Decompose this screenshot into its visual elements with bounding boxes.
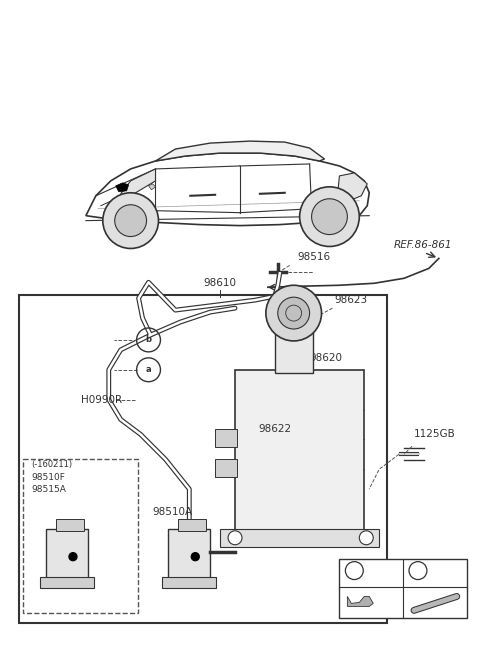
Text: 98516: 98516 (298, 252, 331, 262)
Circle shape (103, 193, 158, 248)
Bar (179, 519, 206, 531)
Text: H0990R: H0990R (81, 395, 122, 405)
Text: 83299: 83299 (431, 565, 462, 575)
Circle shape (312, 199, 348, 235)
Polygon shape (120, 169, 156, 201)
Polygon shape (337, 173, 367, 201)
Polygon shape (148, 184, 156, 190)
Bar (220, 529, 379, 547)
Text: b: b (415, 566, 420, 575)
Polygon shape (116, 183, 129, 192)
Circle shape (266, 285, 322, 341)
Text: 98623: 98623 (335, 295, 368, 305)
Circle shape (115, 205, 146, 237)
Text: 98620: 98620 (310, 353, 343, 363)
Bar (46, 529, 88, 583)
Bar (339, 559, 467, 618)
Text: 98510A: 98510A (152, 507, 192, 517)
Text: a: a (352, 566, 357, 575)
Text: 1125GB: 1125GB (414, 430, 456, 440)
Bar (19, 295, 387, 623)
Bar (275, 318, 312, 373)
Text: a: a (146, 365, 151, 374)
Bar (235, 370, 364, 539)
Bar (40, 577, 94, 588)
Polygon shape (156, 141, 324, 161)
Text: (-160211): (-160211) (31, 460, 72, 469)
Bar (23, 459, 138, 614)
Circle shape (360, 531, 373, 545)
Circle shape (69, 553, 77, 561)
Bar (215, 430, 237, 447)
Text: REF.86-861: REF.86-861 (394, 241, 453, 250)
Bar (215, 459, 237, 477)
Bar (56, 519, 84, 531)
Circle shape (300, 187, 360, 246)
Text: b: b (145, 335, 152, 345)
Polygon shape (348, 596, 373, 606)
Bar (162, 577, 216, 588)
Text: 98610: 98610 (204, 278, 237, 288)
Bar (168, 529, 210, 583)
Circle shape (228, 531, 242, 545)
Circle shape (278, 297, 310, 329)
Text: 98510F: 98510F (31, 473, 65, 482)
Text: 98515A: 98515A (31, 484, 66, 494)
Text: 81199: 81199 (367, 565, 398, 575)
Circle shape (192, 553, 199, 561)
Text: 98622: 98622 (258, 424, 291, 434)
